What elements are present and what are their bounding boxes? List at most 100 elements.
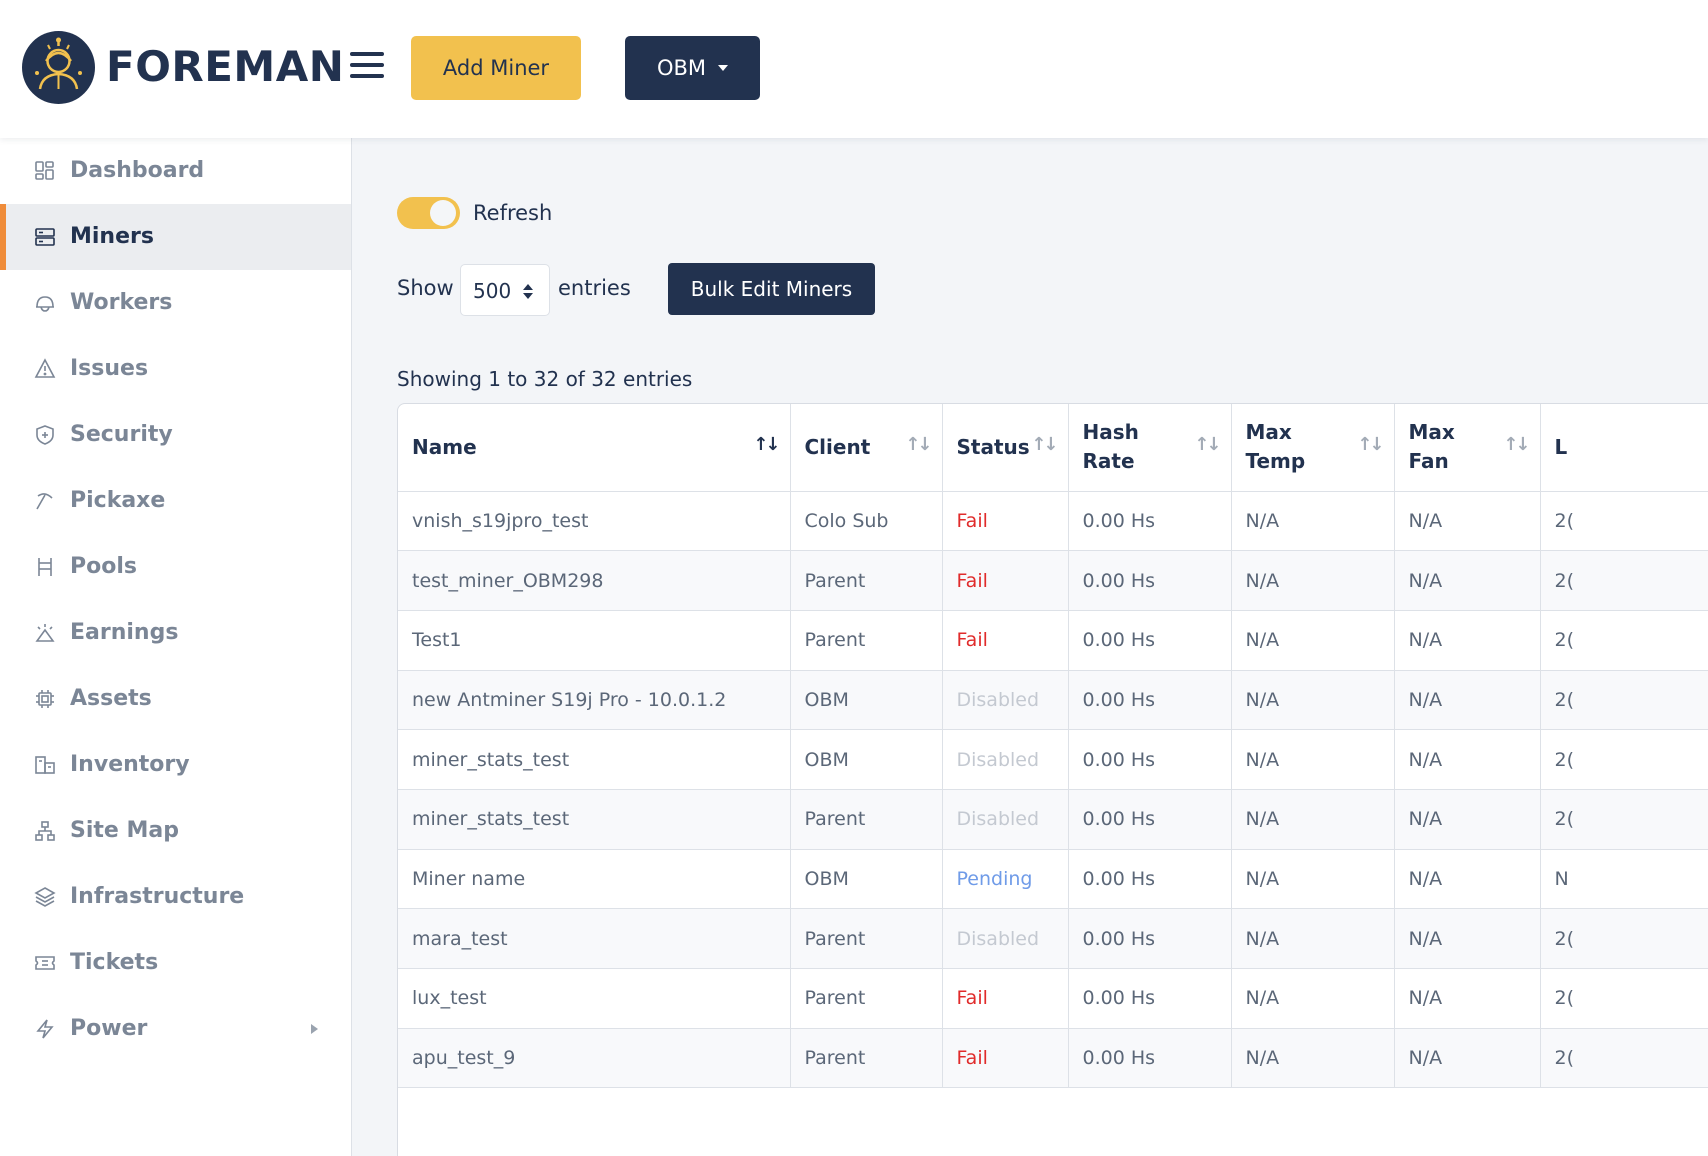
column-header-hash-rate[interactable]: Hash Rate ↑↓ bbox=[1068, 404, 1232, 492]
column-header-label: Hash Rate bbox=[1082, 420, 1139, 474]
sidebar-item-site-map[interactable]: Site Map bbox=[0, 798, 351, 864]
sidebar-item-label: Site Map bbox=[70, 818, 179, 843]
column-header-name[interactable]: Name ↑↓ bbox=[398, 404, 791, 492]
sidebar-item-infrastructure[interactable]: Infrastructure bbox=[0, 864, 351, 930]
table-row[interactable]: mara_test Parent Disabled 0.00 Hs N/A N/A 2( bbox=[398, 908, 1708, 969]
table-cell-hash-rate: 0.00 Hs bbox=[1068, 550, 1232, 611]
table-cell-name[interactable]: mara_test bbox=[398, 908, 791, 969]
table-cell-max-temp: N/A bbox=[1231, 849, 1395, 910]
table-cell-name[interactable]: Miner name bbox=[398, 849, 791, 910]
sidebar-item-label: Assets bbox=[70, 686, 152, 711]
table-row[interactable]: miner_stats_test Parent Disabled 0.00 Hs N/A… bbox=[398, 789, 1708, 850]
sidebar-item-dashboard[interactable]: Dashboard bbox=[0, 138, 351, 204]
table-cell-client: OBM bbox=[790, 670, 943, 731]
sidebar-item-label: Workers bbox=[70, 290, 173, 315]
shield-icon bbox=[36, 425, 54, 445]
column-header-label: Name bbox=[412, 434, 477, 459]
column-header-client[interactable]: Client ↑↓ bbox=[790, 404, 943, 492]
table-cell-name[interactable]: miner_stats_test bbox=[398, 729, 791, 790]
table-cell-client: Parent bbox=[790, 789, 943, 850]
refresh-toggle[interactable] bbox=[397, 197, 460, 229]
table-row[interactable]: new Antminer S19j Pro - 10.0.1.2 OBM Disab… bbox=[398, 670, 1708, 731]
sidebar-item-security[interactable]: Security bbox=[0, 402, 351, 468]
table-cell-last: N bbox=[1540, 849, 1708, 910]
sidebar-item-pools[interactable]: Pools bbox=[0, 534, 351, 600]
sidebar-item-label: Dashboard bbox=[70, 158, 205, 183]
table-cell-name[interactable]: Test1 bbox=[398, 610, 791, 671]
column-header-label: Status bbox=[956, 434, 1030, 459]
table-cell-last: 2( bbox=[1540, 789, 1708, 850]
table-cell-max-temp: N/A bbox=[1231, 908, 1395, 969]
table-cell-max-fan: N/A bbox=[1394, 1028, 1541, 1089]
bulk-edit-miners-button[interactable]: Bulk Edit Miners bbox=[668, 263, 875, 315]
table-cell-max-fan: N/A bbox=[1394, 550, 1541, 611]
add-miner-button[interactable]: Add Miner bbox=[411, 36, 581, 100]
table-row[interactable]: test_miner_OBM298 Parent Fail 0.00 Hs N/A N/A… bbox=[398, 550, 1708, 611]
table-cell-max-fan: N/A bbox=[1394, 789, 1541, 850]
table-cell-status: Disabled bbox=[942, 789, 1069, 850]
table-cell-status: Fail bbox=[942, 491, 1069, 552]
site-selector-label: OBM bbox=[656, 56, 707, 80]
table-cell-max-fan: N/A bbox=[1394, 729, 1541, 790]
table-row[interactable]: lux_test Parent Fail 0.00 Hs N/A N/A 2( bbox=[398, 968, 1708, 1029]
table-cell-name[interactable]: vnish_s19jpro_test bbox=[398, 491, 791, 552]
sidebar-item-tickets[interactable]: Tickets bbox=[0, 930, 351, 996]
table-cell-name[interactable]: test_miner_OBM298 bbox=[398, 550, 791, 611]
sidebar-item-earnings[interactable]: Earnings bbox=[0, 600, 351, 666]
column-header-status[interactable]: Status ↑↓ bbox=[942, 404, 1069, 492]
table-cell-last: 2( bbox=[1540, 1028, 1708, 1089]
table-cell-hash-rate: 0.00 Hs bbox=[1068, 610, 1232, 671]
table-cell-name[interactable]: apu_test_9 bbox=[398, 1028, 791, 1089]
table-cell-hash-rate: 0.00 Hs bbox=[1068, 968, 1232, 1029]
entries-select-value: 500 bbox=[473, 279, 512, 303]
table-body: vnish_s19jpro_test Colo Sub Fail 0.00 Hs N/A… bbox=[398, 491, 1708, 1089]
sidebar-item-workers[interactable]: Workers bbox=[0, 270, 351, 336]
column-header-max-fan[interactable]: Max Fan ↑↓ bbox=[1394, 404, 1541, 492]
table-cell-last: 2( bbox=[1540, 968, 1708, 1029]
table-cell-last: 2( bbox=[1540, 908, 1708, 969]
sidebar-item-issues[interactable]: Issues bbox=[0, 336, 351, 402]
sidebar-item-label: Pickaxe bbox=[70, 488, 166, 513]
refresh-label: Refresh bbox=[473, 201, 553, 225]
sidebar-item-assets[interactable]: Assets bbox=[0, 666, 351, 732]
table-row[interactable]: vnish_s19jpro_test Colo Sub Fail 0.00 Hs N/A… bbox=[398, 491, 1708, 552]
table-row[interactable]: Miner name OBM Pending 0.00 Hs N/A N/A N bbox=[398, 849, 1708, 910]
toggle-knob bbox=[430, 200, 456, 226]
table-cell-name[interactable]: miner_stats_test bbox=[398, 789, 791, 850]
entries-per-page-select[interactable]: 500 bbox=[460, 264, 550, 316]
sidebar-item-label: Issues bbox=[70, 356, 149, 381]
table-cell-status: Fail bbox=[942, 550, 1069, 611]
table-cell-max-temp: N/A bbox=[1231, 670, 1395, 731]
column-header-label: Max Fan bbox=[1408, 420, 1455, 474]
chip-icon bbox=[36, 690, 54, 708]
table-cell-status: Disabled bbox=[942, 670, 1069, 731]
table-row[interactable]: Test1 Parent Fail 0.00 Hs N/A N/A 2( bbox=[398, 610, 1708, 671]
table-cell-name[interactable]: lux_test bbox=[398, 968, 791, 1029]
column-header-label: Client bbox=[804, 434, 871, 459]
column-header-max-temp[interactable]: Max Temp ↑↓ bbox=[1231, 404, 1395, 492]
table-cell-max-fan: N/A bbox=[1394, 670, 1541, 731]
column-header-last[interactable]: L bbox=[1540, 404, 1708, 492]
hamburger-menu-icon[interactable] bbox=[350, 52, 384, 78]
bolt-icon bbox=[36, 1019, 54, 1039]
sidebar-item-pickaxe[interactable]: Pickaxe bbox=[0, 468, 351, 534]
foreman-logo[interactable] bbox=[22, 31, 95, 104]
sidebar-item-power[interactable]: Power bbox=[0, 996, 351, 1062]
sidebar-item-miners[interactable]: Miners bbox=[0, 204, 351, 270]
sidebar-item-inventory[interactable]: Inventory bbox=[0, 732, 351, 798]
table-cell-client: Parent bbox=[790, 550, 943, 611]
sidebar: Dashboard Miners Workers Issues Security… bbox=[0, 138, 352, 1156]
table-cell-hash-rate: 0.00 Hs bbox=[1068, 789, 1232, 850]
table-cell-name[interactable]: new Antminer S19j Pro - 10.0.1.2 bbox=[398, 670, 791, 731]
table-cell-client: Colo Sub bbox=[790, 491, 943, 552]
entries-label: entries bbox=[558, 276, 631, 300]
sidebar-item-label: Tickets bbox=[70, 950, 159, 975]
miners-table-container: Name ↑↓ Client ↑↓ Status ↑↓ Hash Rate ↑↓ Max… bbox=[397, 403, 1708, 1156]
sitemap-icon bbox=[35, 821, 55, 841]
table-cell-max-temp: N/A bbox=[1231, 729, 1395, 790]
table-cell-hash-rate: 0.00 Hs bbox=[1068, 1028, 1232, 1089]
table-row[interactable]: apu_test_9 Parent Fail 0.00 Hs N/A N/A 2( bbox=[398, 1028, 1708, 1089]
sidebar-item-label: Pools bbox=[70, 554, 137, 579]
site-selector-dropdown[interactable]: OBM bbox=[625, 36, 760, 100]
table-row[interactable]: miner_stats_test OBM Disabled 0.00 Hs N/A N/A… bbox=[398, 729, 1708, 790]
